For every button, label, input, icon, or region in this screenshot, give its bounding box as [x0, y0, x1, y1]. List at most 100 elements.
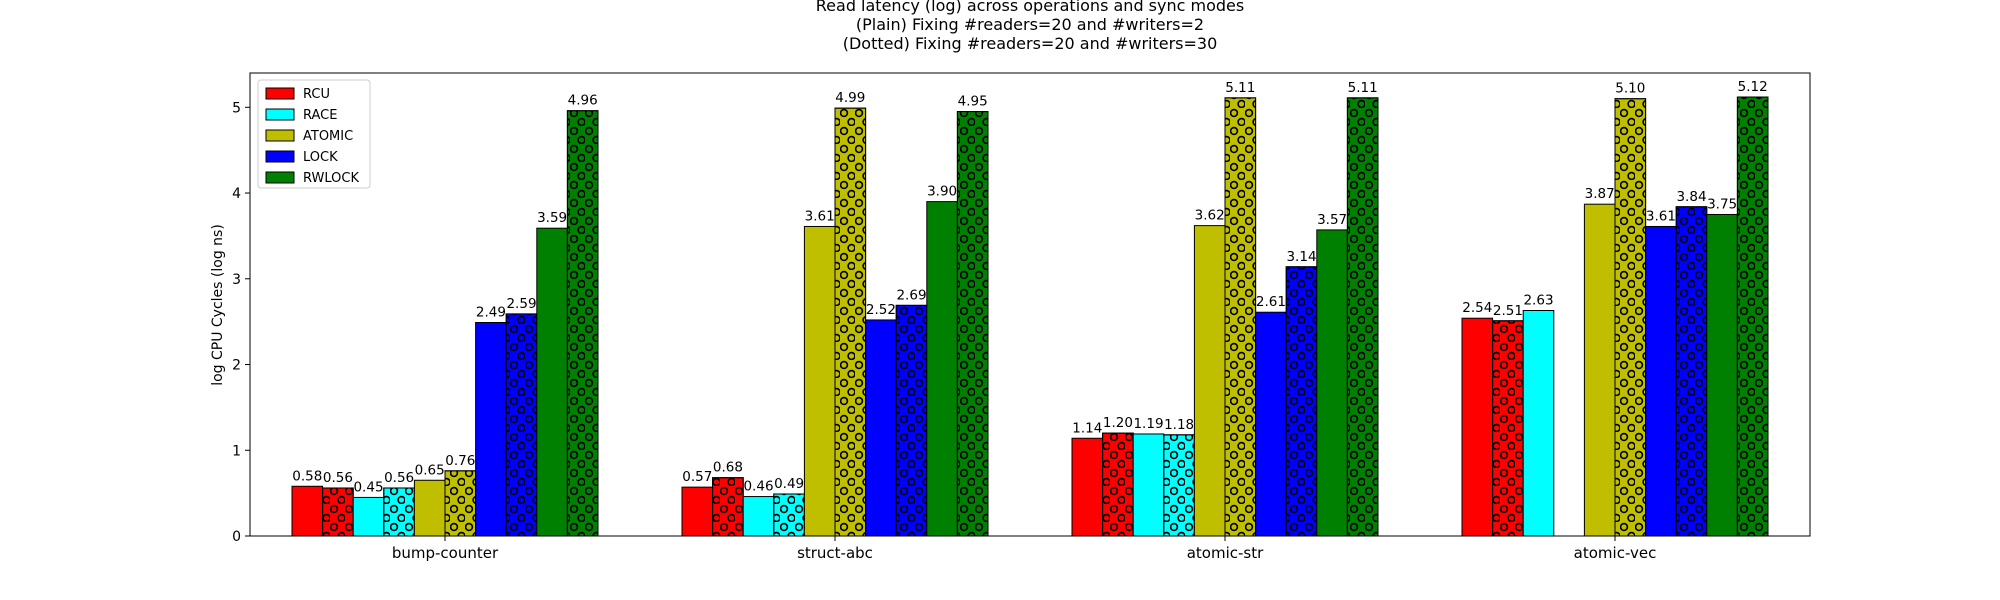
bar-value-label: 3.61 [805, 208, 835, 224]
bar-hatch-rcu-atomic-str [1102, 432, 1134, 537]
bar-atomic-plain-struct-abc [803, 225, 836, 537]
bar-value-label: 3.87 [1585, 186, 1615, 202]
bar-value-label: 0.56 [384, 470, 414, 486]
legend-label-atomic: ATOMIC [303, 129, 353, 144]
legend: RCU RACE ATOMIC LOCK RWLOCK [257, 79, 371, 189]
x-tick-label-atomic-str: atomic-str [1187, 544, 1264, 562]
bar-hatch-atomic-atomic-vec [1614, 98, 1647, 537]
bar-hatch-rwlock-atomic-str [1346, 97, 1379, 537]
chart-title-line-3: (Dotted) Fixing #readers=20 and #writers… [843, 34, 1218, 53]
y-tick-label: 4 [232, 186, 241, 202]
bar-hatch-rwlock-bump-counter [566, 110, 599, 537]
bar-lock-plain-bump-counter [475, 322, 507, 537]
bar-value-label: 2.59 [506, 296, 536, 312]
bar-value-label: 3.62 [1195, 208, 1225, 224]
bar-rcu-plain-atomic-str [1071, 437, 1104, 537]
bar-value-label: 5.11 [1348, 80, 1378, 96]
legend-swatch-rcu [265, 87, 295, 100]
bar-value-label: 1.18 [1164, 417, 1194, 433]
chart-title-line-2: (Plain) Fixing #readers=20 and #writers=… [856, 15, 1204, 34]
bar-value-label: 2.61 [1256, 294, 1286, 310]
bar-rwlock-plain-bump-counter [536, 227, 568, 537]
bar-value-label: 3.57 [1317, 212, 1347, 228]
y-axis-label: log CPU Cycles (log ns) [210, 224, 226, 386]
bar-hatch-rwlock-atomic-vec [1736, 96, 1769, 537]
x-tick-label-atomic-vec: atomic-vec [1574, 544, 1657, 562]
bar-value-label: 5.12 [1738, 79, 1768, 95]
bar-value-label: 0.56 [323, 470, 353, 486]
bar-value-label: 4.99 [835, 90, 865, 106]
legend-label-lock: LOCK [303, 150, 338, 165]
bar-value-label: 0.76 [445, 453, 475, 469]
bar-race-plain-struct-abc [742, 496, 775, 537]
bar-hatch-race-bump-counter [383, 487, 415, 537]
bar-value-label: 0.45 [353, 479, 383, 495]
bar-value-label: 0.58 [292, 468, 322, 484]
bar-value-label: 3.59 [537, 210, 567, 226]
bar-race-plain-bump-counter [352, 496, 385, 537]
bar-hatch-rcu-bump-counter [322, 487, 354, 537]
bar-hatch-lock-atomic-str [1285, 266, 1318, 537]
bar-value-label: 0.49 [774, 476, 804, 492]
bar-value-label: 2.63 [1523, 293, 1553, 309]
bar-hatch-race-atomic-str [1163, 434, 1195, 537]
bar-hatch-lock-atomic-vec [1675, 206, 1708, 537]
bar-hatch-race-struct-abc [773, 493, 805, 537]
bar-value-label: 3.84 [1676, 189, 1706, 205]
bar-rwlock-plain-atomic-str [1316, 229, 1348, 537]
bar-rwlock-plain-struct-abc [926, 201, 958, 537]
bar-hatch-atomic-struct-abc [834, 107, 867, 537]
bar-value-label: 2.69 [896, 287, 926, 303]
bar-value-label: 0.68 [713, 460, 743, 476]
chart-title-line-1: Read latency (log) across operations and… [816, 0, 1244, 15]
x-tick-label-bump-counter: bump-counter [392, 544, 499, 562]
legend-swatch-race [265, 108, 295, 121]
y-axis: 0 1 2 3 4 5 [232, 100, 250, 545]
bar-lock-plain-atomic-vec [1645, 225, 1677, 537]
bar-hatch-atomic-atomic-str [1224, 97, 1257, 537]
y-tick-label: 5 [232, 100, 241, 116]
bar-rwlock-plain-atomic-vec [1706, 213, 1738, 537]
bar-value-label: 0.46 [743, 479, 773, 495]
bar-rcu-plain-bump-counter [291, 485, 324, 537]
bar-hatch-atomic-bump-counter [444, 470, 477, 537]
bar-value-label: 5.11 [1225, 80, 1255, 96]
y-tick-label: 3 [232, 272, 241, 288]
bar-value-label: 0.57 [682, 469, 712, 485]
bar-race-plain-atomic-vec [1522, 310, 1555, 537]
bar-value-labels: 0.58 0.560.450.56 0.650.762.492.593.594.96… [292, 79, 1767, 495]
bar-hatch-rcu-struct-abc [712, 477, 744, 537]
chart-title: Read latency (log) across operations and… [816, 0, 1244, 53]
bar-lock-plain-struct-abc [865, 319, 897, 537]
bar-value-label: 5.10 [1615, 81, 1645, 97]
bar-atomic-plain-bump-counter [413, 479, 446, 537]
bar-value-label: 1.20 [1103, 415, 1133, 431]
bar-lock-plain-atomic-str [1255, 311, 1287, 537]
legend-label-rcu: RCU [303, 87, 330, 102]
bars [291, 96, 1769, 537]
y-tick-label: 0 [232, 529, 241, 545]
bar-atomic-plain-atomic-str [1193, 225, 1226, 537]
bar-race-plain-atomic-str [1132, 433, 1165, 537]
bar-value-label: 4.95 [958, 94, 988, 110]
y-tick-label: 1 [232, 443, 241, 459]
bar-value-label: 2.54 [1462, 300, 1492, 316]
bar-hatch-lock-struct-abc [895, 304, 928, 537]
bar-value-label: 0.65 [415, 462, 445, 478]
bar-value-label: 3.61 [1646, 208, 1676, 224]
x-axis: bump-counter struct-abc atomic-str atomic-v… [392, 536, 1656, 562]
legend-label-race: RACE [303, 108, 337, 123]
bar-atomic-plain-atomic-vec [1583, 203, 1616, 537]
x-tick-label-struct-abc: struct-abc [797, 544, 873, 562]
legend-swatch-lock [265, 150, 295, 163]
bar-value-label: 1.14 [1072, 420, 1102, 436]
bar-value-label: 3.14 [1286, 249, 1316, 265]
bar-value-label: 3.90 [927, 184, 957, 200]
y-tick-label: 2 [232, 358, 241, 374]
legend-swatch-atomic [265, 129, 295, 142]
bar-hatch-lock-bump-counter [505, 313, 538, 537]
bar-hatch-rcu-atomic-vec [1492, 320, 1524, 537]
legend-label-rwlock: RWLOCK [303, 171, 359, 186]
bar-rcu-plain-atomic-vec [1461, 317, 1494, 537]
